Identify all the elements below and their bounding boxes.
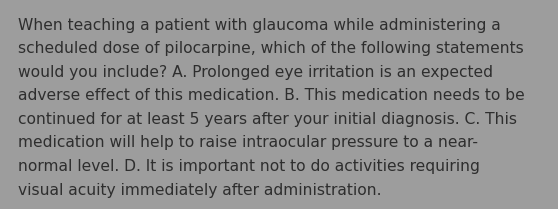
Text: adverse effect of this medication. B. This medication needs to be: adverse effect of this medication. B. Th… bbox=[18, 88, 525, 103]
Text: visual acuity immediately after administration.: visual acuity immediately after administ… bbox=[18, 182, 382, 198]
Text: scheduled dose of pilocarpine, which of the following statements: scheduled dose of pilocarpine, which of … bbox=[18, 42, 524, 56]
Text: would you include? A. Prolonged eye irritation is an expected: would you include? A. Prolonged eye irri… bbox=[18, 65, 493, 80]
Text: medication will help to raise intraocular pressure to a near-: medication will help to raise intraocula… bbox=[18, 135, 478, 150]
Text: normal level. D. It is important not to do activities requiring: normal level. D. It is important not to … bbox=[18, 159, 480, 174]
Text: continued for at least 5 years after your initial diagnosis. C. This: continued for at least 5 years after you… bbox=[18, 112, 517, 127]
Text: When teaching a patient with glaucoma while administering a: When teaching a patient with glaucoma wh… bbox=[18, 18, 501, 33]
